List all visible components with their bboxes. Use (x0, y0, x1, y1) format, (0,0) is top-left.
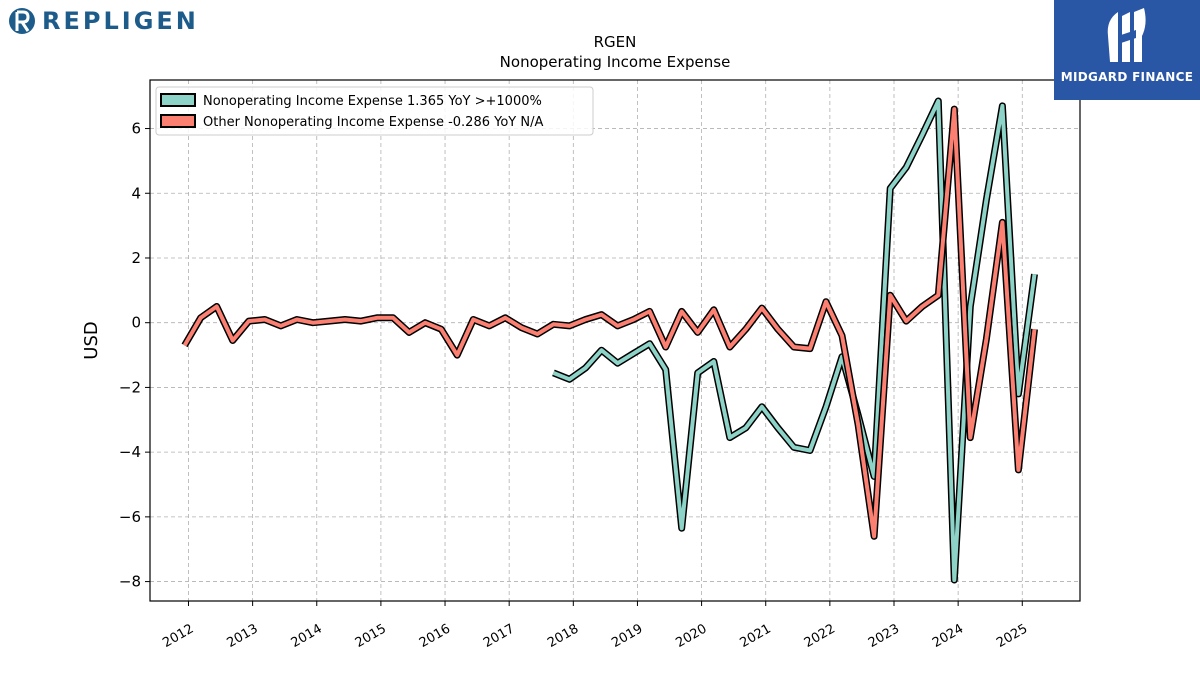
x-tick-label: 2025 (994, 621, 1030, 651)
y-tick-label: −6 (119, 508, 141, 526)
y-tick-label: −8 (119, 573, 141, 591)
y-tick-label: 0 (131, 314, 141, 332)
company-name: REPLIGEN (42, 7, 199, 35)
chart-subtitle: Nonoperating Income Expense (500, 53, 731, 71)
y-tick-label: 4 (131, 184, 141, 202)
x-tick-label: 2024 (930, 621, 966, 651)
legend-box (155, 86, 594, 136)
x-tick-label: 2017 (481, 621, 517, 651)
repligen-logo-icon (9, 8, 35, 34)
series-line-2 (182, 107, 1037, 539)
x-tick-label: 2020 (673, 621, 709, 651)
x-tick-label: 2013 (224, 621, 260, 651)
y-tick-label: 6 (131, 120, 141, 138)
y-tick-label: −4 (119, 443, 141, 461)
company-logo: REPLIGEN (8, 4, 199, 38)
x-tick-label: 2019 (609, 621, 645, 651)
partner-name: MIDGARD FINANCE (1060, 70, 1194, 84)
y-tick-label: 2 (131, 249, 141, 267)
midgard-logo-icon (1107, 8, 1146, 62)
x-tick-label: 2014 (289, 621, 325, 651)
y-axis-label: USD (81, 321, 102, 359)
x-tick-label: 2018 (545, 621, 581, 651)
x-tick-label: 2012 (160, 621, 196, 651)
legend-label-2: Other Nonoperating Income Expense -0.286… (203, 115, 543, 130)
series-line-1 (552, 99, 1037, 582)
x-tick-label: 2021 (738, 621, 774, 651)
x-tick-label: 2015 (353, 621, 389, 651)
x-tick-label: 2016 (417, 621, 453, 651)
legend-swatch-2 (160, 114, 196, 128)
x-tick-label: 2022 (802, 621, 838, 651)
x-tick-label: 2023 (866, 621, 902, 651)
legend-label-1: Nonoperating Income Expense 1.365 YoY >+… (203, 94, 542, 109)
y-tick-label: −2 (119, 378, 141, 396)
legend-swatch-1 (160, 93, 196, 107)
chart-title: RGEN (594, 33, 637, 51)
partner-logo: MIDGARD FINANCE (1054, 0, 1200, 100)
plot-frame (149, 79, 1081, 602)
